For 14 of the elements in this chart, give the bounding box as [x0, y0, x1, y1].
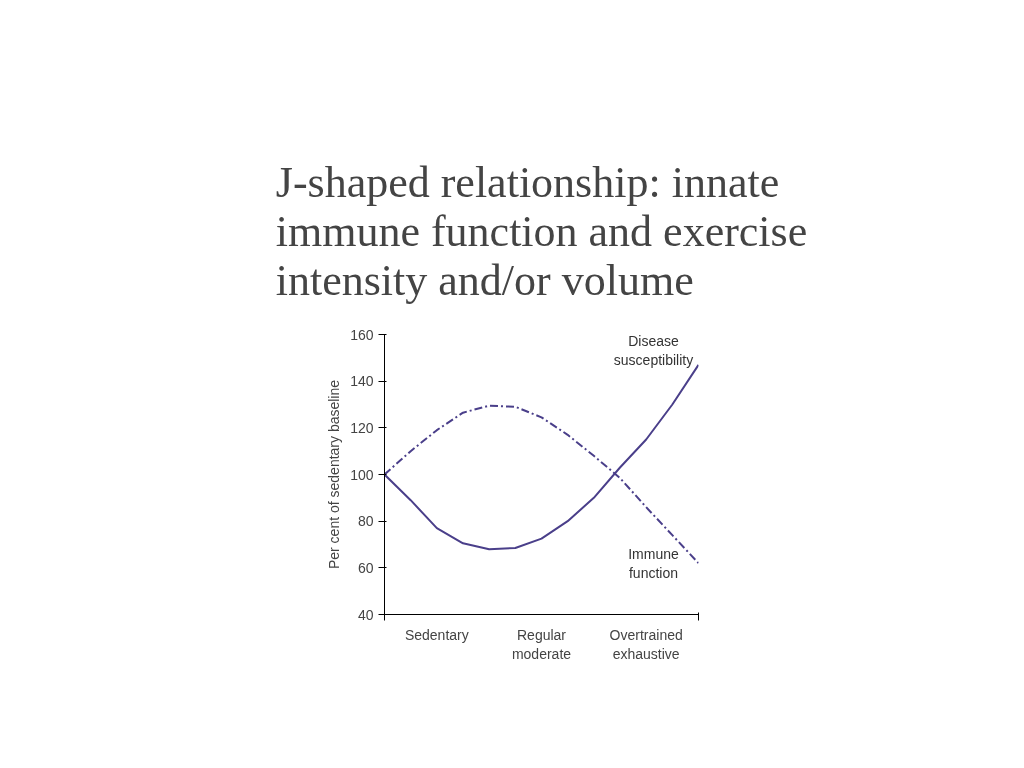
x-tick-label: Regular moderate — [511, 626, 572, 662]
x-tick-label: Sedentary — [404, 626, 469, 643]
series-label: Disease susceptibility — [613, 333, 694, 369]
chart-title: J-shaped relationship: innate immune function and exercise intensity and/or volume — [275, 157, 808, 305]
y-tick-label: 100 — [350, 466, 374, 483]
x-tick-label: Overtrained exhaustive — [609, 626, 683, 662]
y-tick-label: 160 — [350, 326, 374, 343]
y-tick-label: 80 — [357, 513, 374, 530]
series-label: Immune function — [628, 545, 679, 581]
y-tick-label: 40 — [357, 606, 374, 623]
y-tick-label: 60 — [357, 559, 374, 576]
y-axis-title: Per cent of sedentary baseline — [326, 379, 343, 570]
y-tick-label: 120 — [350, 419, 374, 436]
y-tick-label: 140 — [350, 373, 374, 390]
